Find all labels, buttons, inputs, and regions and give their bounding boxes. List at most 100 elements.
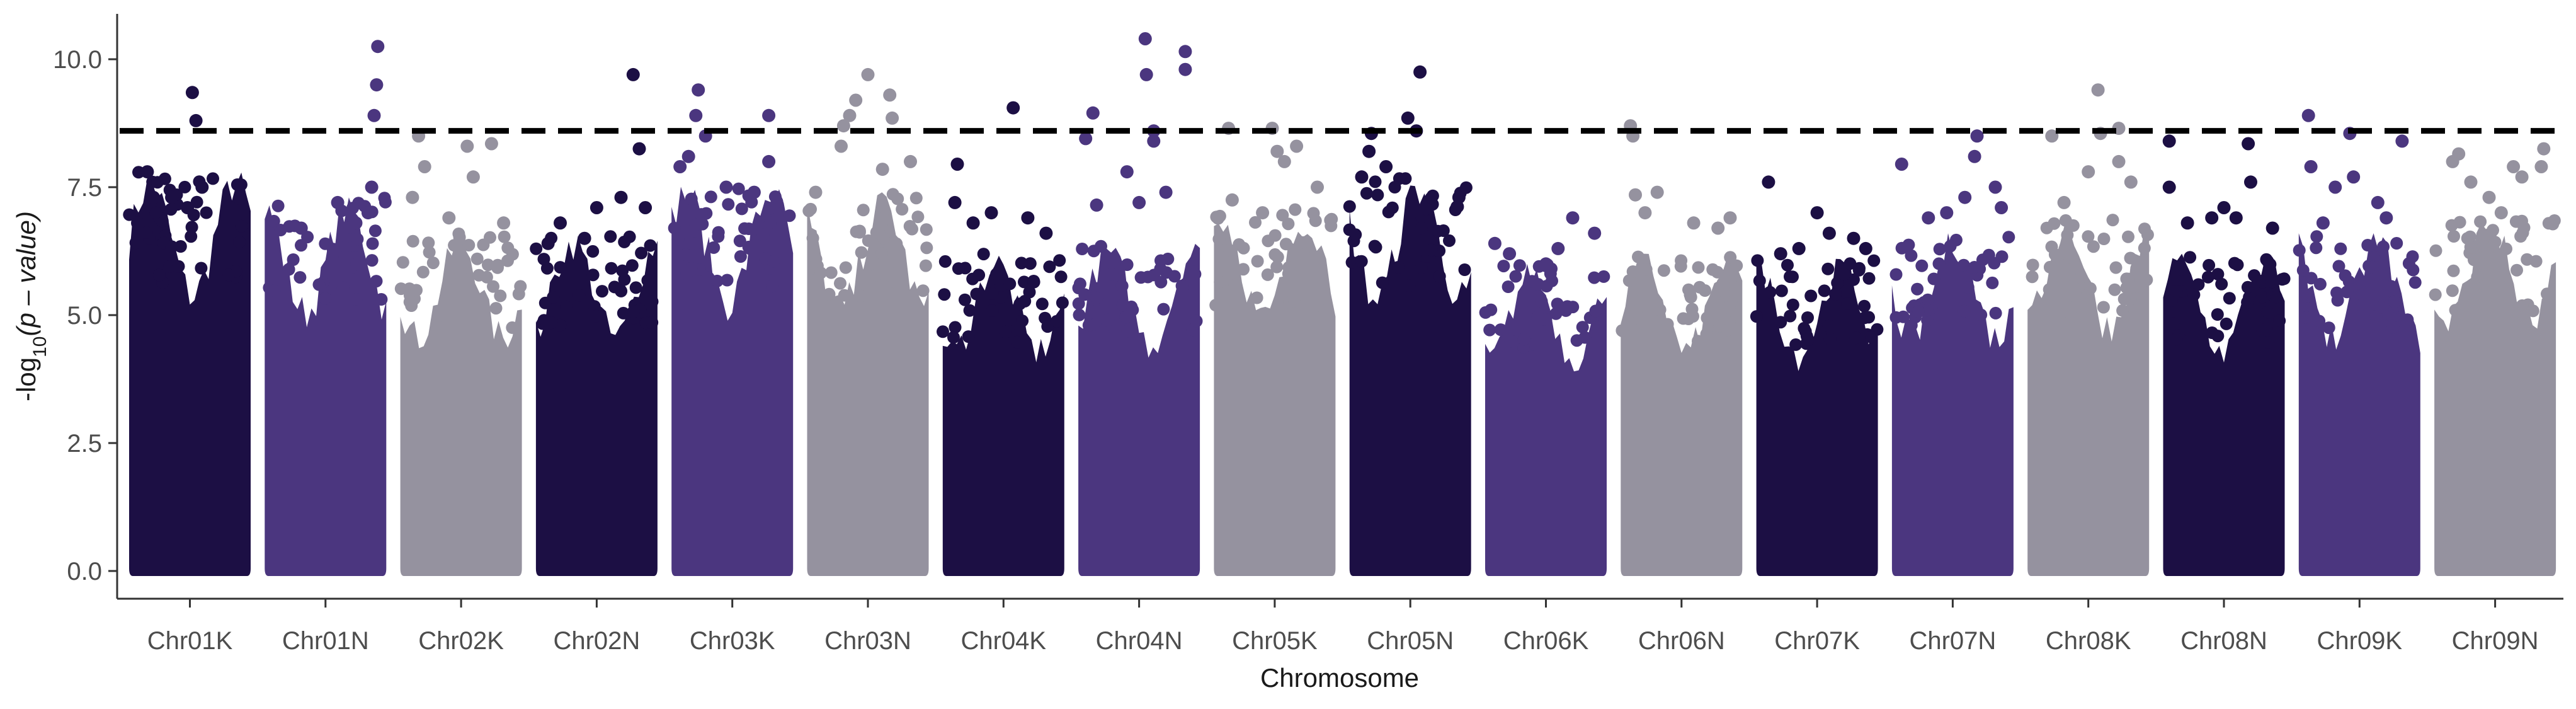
snp-point [950, 158, 964, 171]
snp-point [1050, 314, 1063, 328]
snp-point [1355, 170, 1369, 184]
snp-point [1852, 263, 1866, 277]
snp-point [764, 202, 777, 215]
snp-point [1105, 268, 1119, 281]
snp-point [839, 261, 852, 274]
snp-point [1035, 297, 1049, 311]
snp-point [426, 257, 440, 270]
snp-point [875, 247, 889, 260]
x-tick-label: Chr09K [2317, 627, 2402, 655]
snp-point [1279, 238, 1292, 251]
snp-point [2122, 230, 2134, 243]
x-tick-label: Chr07K [1774, 627, 1860, 655]
snp-point [2170, 333, 2183, 346]
snp-point [604, 230, 617, 243]
snp-point [1995, 201, 2009, 214]
snp-point [644, 239, 657, 252]
snp-point [2273, 314, 2286, 327]
snp-point [2057, 195, 2071, 209]
snp-point [1270, 144, 1284, 158]
snp-point [1159, 185, 1173, 199]
x-axis-ticks: Chr01K Chr01N Chr02K Chr02N Chr03K Chr03N Chr0… [147, 599, 2539, 655]
snp-point [207, 172, 219, 185]
snp-point [2499, 281, 2512, 294]
snp-point [1829, 288, 1842, 301]
snp-point [1911, 282, 1924, 296]
snp-point [1831, 276, 1844, 289]
snp-point [681, 149, 695, 163]
snp-point [151, 176, 164, 189]
snp-point [1355, 255, 1368, 268]
snp-point [1781, 258, 1794, 272]
x-tick-label: Chr01N [282, 627, 369, 655]
snp-point [1792, 241, 1806, 255]
snp-point [1503, 247, 1517, 261]
snp-point [2256, 275, 2269, 289]
snp-point [1426, 189, 1439, 202]
snp-point [1290, 139, 1304, 153]
snp-point [1433, 270, 1446, 283]
snp-point [2301, 290, 2315, 303]
snp-point [680, 267, 693, 280]
snp-point [448, 239, 461, 252]
snp-point [2211, 308, 2224, 321]
snp-point [1629, 305, 1643, 318]
snp-point [2407, 263, 2420, 277]
snp-point [1415, 222, 1428, 235]
snp-point [1458, 263, 1471, 276]
snp-point [2385, 280, 2398, 293]
snp-point [1488, 236, 1502, 250]
snp-point [2304, 160, 2318, 173]
snp-point [2471, 270, 2484, 284]
snp-point [123, 208, 136, 221]
snp-point [1502, 280, 1515, 293]
snp-point [200, 206, 213, 219]
snp-point [406, 234, 419, 248]
snp-point [1504, 335, 1517, 348]
snp-point [2537, 142, 2551, 156]
snp-point [1006, 101, 1020, 115]
snp-point [2082, 165, 2095, 179]
snp-point [2255, 291, 2269, 304]
snp-point [2293, 244, 2306, 257]
snp-point [1597, 270, 1610, 283]
snp-point [2082, 230, 2095, 243]
snp-point [617, 306, 630, 320]
snp-point [586, 268, 600, 282]
snp-point [1420, 202, 1433, 216]
snp-point [1566, 301, 1580, 314]
snp-point [1867, 254, 1881, 267]
snp-point [2510, 263, 2523, 277]
x-tick-label: Chr05K [1232, 627, 1318, 655]
snp-point [712, 230, 725, 243]
snp-point [2310, 241, 2323, 255]
snp-point [623, 230, 636, 243]
snp-point [491, 261, 504, 274]
snp-point [497, 216, 511, 230]
snp-point [140, 165, 154, 179]
snp-point [608, 280, 621, 294]
snp-point [2368, 251, 2381, 264]
snp-point [195, 262, 208, 275]
snp-point [695, 208, 708, 221]
snp-point [689, 108, 703, 122]
snp-point [850, 225, 863, 238]
snp-point [1415, 261, 1428, 274]
snp-point [506, 321, 519, 334]
snp-point [554, 216, 567, 230]
snp-point [1086, 106, 1100, 120]
snp-point [680, 248, 692, 262]
snp-point [370, 275, 383, 288]
snp-point [834, 277, 846, 290]
snp-point [1822, 226, 1836, 240]
snp-point [2260, 323, 2273, 335]
snp-point [2241, 296, 2254, 309]
snp-point [1988, 257, 2001, 270]
snp-point [1823, 333, 1837, 345]
x-tick-label: Chr08K [2046, 627, 2131, 655]
snp-point [586, 245, 600, 258]
snp-point [890, 237, 903, 250]
snp-point [1657, 264, 1670, 277]
snp-point [131, 216, 144, 230]
